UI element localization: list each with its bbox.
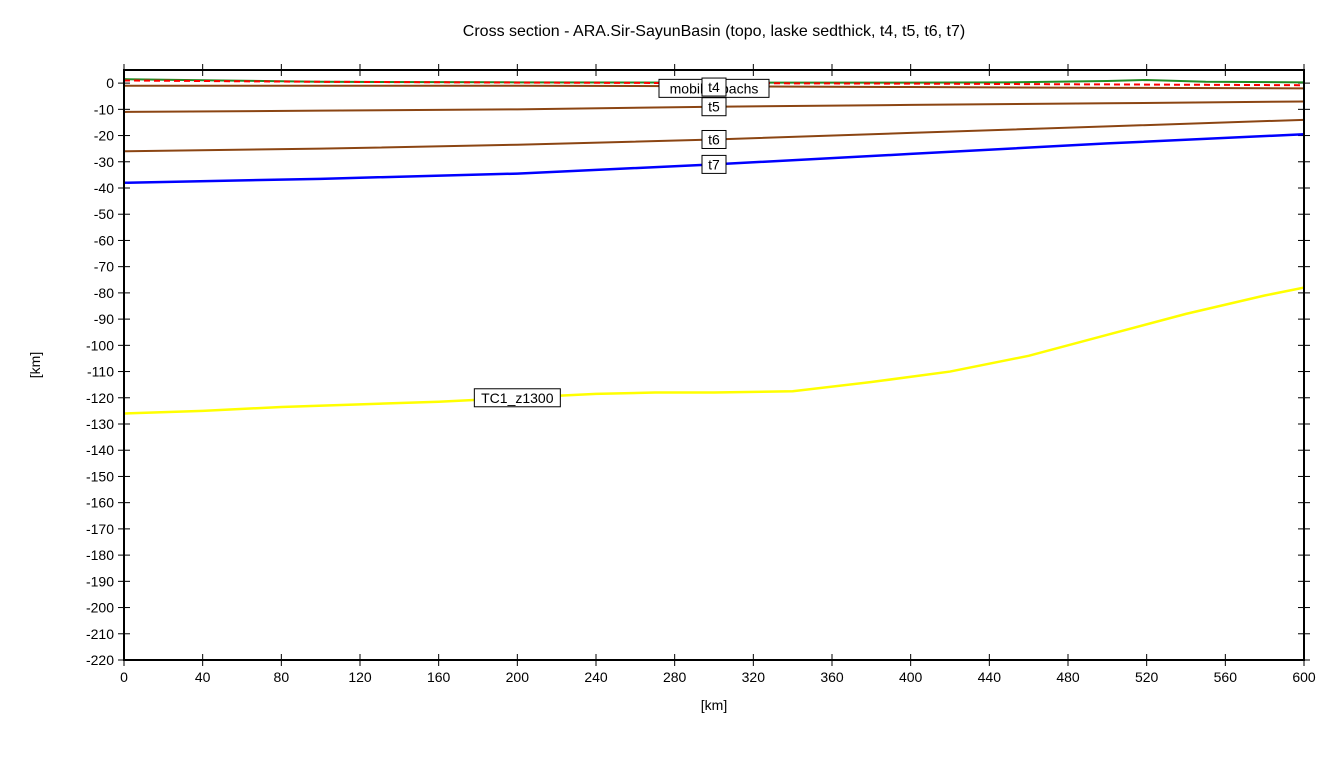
- x-tick-label: 280: [663, 669, 687, 685]
- x-tick-label: 240: [584, 669, 608, 685]
- x-tick-label: 400: [899, 669, 923, 685]
- y-tick-label: -140: [86, 442, 114, 458]
- x-tick-label: 320: [742, 669, 766, 685]
- x-tick-label: 440: [978, 669, 1002, 685]
- y-tick-label: -160: [86, 495, 114, 511]
- y-tick-label: -20: [94, 128, 114, 144]
- y-tick-label: -220: [86, 652, 114, 668]
- x-tick-label: 480: [1056, 669, 1080, 685]
- x-tick-label: 360: [820, 669, 844, 685]
- y-tick-label: -30: [94, 154, 114, 170]
- y-tick-label: -180: [86, 547, 114, 563]
- y-tick-label: -50: [94, 206, 114, 222]
- y-tick-label: -70: [94, 259, 114, 275]
- y-tick-label: -10: [94, 101, 114, 117]
- y-tick-label: -130: [86, 416, 114, 432]
- y-tick-label: -200: [86, 600, 114, 616]
- x-tick-label: 560: [1214, 669, 1238, 685]
- x-tick-label: 120: [348, 669, 372, 685]
- y-tick-label: -170: [86, 521, 114, 537]
- chart-title: Cross section - ARA.Sir-SayunBasin (topo…: [463, 23, 965, 40]
- y-tick-label: -100: [86, 337, 114, 353]
- x-tick-label: 0: [120, 669, 128, 685]
- y-tick-label: -40: [94, 180, 114, 196]
- annotation-text: t6: [708, 131, 720, 147]
- y-tick-label: -80: [94, 285, 114, 301]
- x-tick-label: 520: [1135, 669, 1159, 685]
- x-tick-label: 200: [506, 669, 530, 685]
- x-tick-label: 80: [274, 669, 290, 685]
- y-tick-label: -60: [94, 232, 114, 248]
- y-tick-label: -110: [87, 364, 114, 380]
- x-tick-label: 600: [1292, 669, 1316, 685]
- y-tick-label: -120: [86, 390, 114, 406]
- annotation-text: t4: [708, 79, 720, 95]
- annotation-text: t7: [708, 156, 720, 172]
- cross-section-chart: Cross section - ARA.Sir-SayunBasin (topo…: [0, 0, 1341, 757]
- y-tick-label: 0: [106, 75, 114, 91]
- chart-container: Cross section - ARA.Sir-SayunBasin (topo…: [0, 0, 1341, 757]
- y-tick-label: -90: [94, 311, 114, 327]
- annotation-text: TC1_z1300: [481, 390, 554, 406]
- x-tick-label: 40: [195, 669, 211, 685]
- y-tick-label: -190: [86, 573, 114, 589]
- annotation-text: t5: [708, 99, 720, 115]
- y-tick-label: -150: [86, 468, 114, 484]
- x-axis-label: [km]: [701, 697, 727, 713]
- y-axis-label: [km]: [27, 352, 43, 378]
- y-tick-label: -210: [86, 626, 114, 642]
- x-tick-label: 160: [427, 669, 451, 685]
